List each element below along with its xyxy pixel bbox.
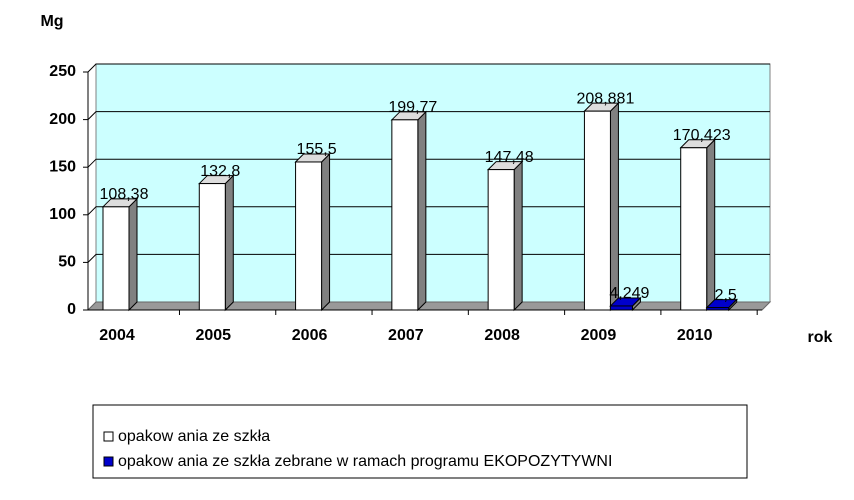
x-tick-label: 2010	[677, 327, 713, 344]
grid-line	[87, 206, 770, 216]
legend-box	[92, 404, 748, 479]
grid-line	[87, 158, 770, 168]
floor	[86, 301, 772, 311]
data-label: 4,249	[609, 285, 649, 302]
bar	[706, 307, 730, 311]
x-axis-label: rok	[808, 329, 833, 346]
y-tick-label: 200	[49, 111, 76, 128]
bar	[295, 161, 323, 311]
bar-side	[321, 152, 331, 312]
bar	[680, 147, 708, 311]
grid-line	[87, 111, 770, 120]
y-tick-label: 100	[49, 206, 76, 223]
bar-side	[513, 160, 523, 312]
bar	[583, 110, 611, 311]
x-tick-label: 2005	[195, 327, 231, 344]
data-label: 147,48	[485, 149, 534, 166]
bar-side	[417, 110, 427, 312]
data-label: 170,423	[673, 127, 731, 144]
data-label: 2,5	[715, 287, 737, 304]
x-tick-label: 2008	[484, 327, 520, 344]
legend-label: opakow ania ze szkła	[118, 428, 270, 445]
data-label: 155,5	[297, 141, 337, 158]
data-label: 132,8	[200, 163, 240, 180]
bar-side	[224, 174, 234, 312]
data-label: 199,77	[388, 99, 437, 116]
bar	[391, 119, 419, 311]
legend-label: opakow ania ze szkła zebrane w ramach pr…	[118, 453, 612, 470]
y-tick-label: 150	[49, 158, 76, 175]
x-tick-label: 2006	[292, 327, 328, 344]
bar	[487, 169, 515, 311]
data-label: 208,881	[577, 90, 635, 107]
grid-line	[87, 63, 770, 73]
grid-line	[87, 253, 770, 263]
x-tick-label: 2009	[581, 327, 617, 344]
y-axis-label: Mg	[40, 13, 63, 30]
x-tick-label: 2004	[99, 327, 135, 344]
data-label: 108,38	[100, 186, 149, 203]
bar-side	[609, 101, 619, 312]
x-tick-label: 2007	[388, 327, 424, 344]
legend-swatch	[103, 456, 114, 467]
bar-side	[706, 138, 716, 312]
y-tick-label: 50	[58, 254, 76, 271]
y-tick-label: 250	[49, 63, 76, 80]
bar	[609, 305, 633, 311]
bar	[102, 206, 130, 311]
legend-swatch	[103, 431, 114, 442]
bar-side	[128, 197, 138, 312]
bar	[198, 183, 226, 311]
y-tick-label: 0	[67, 301, 76, 318]
